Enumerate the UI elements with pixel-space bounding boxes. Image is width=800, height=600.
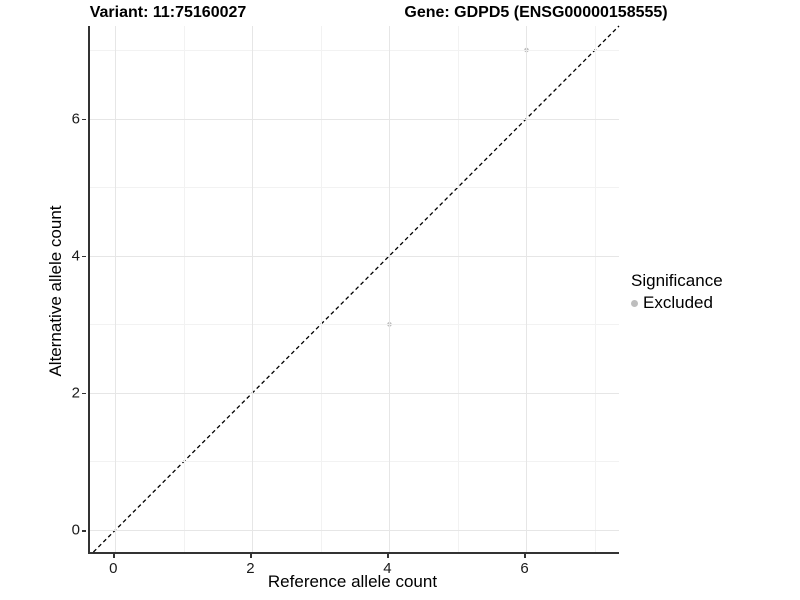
legend: Significance Excluded <box>631 271 723 313</box>
x-axis-label: Reference allele count <box>267 572 438 591</box>
x-tick-label: 4 <box>383 560 392 577</box>
gridline-x-minor <box>320 26 322 552</box>
y-tick-label: 4 <box>71 247 80 265</box>
identity-line <box>92 25 620 553</box>
y-axis-label: Alternative allele count <box>46 205 65 377</box>
point-icon <box>631 299 638 307</box>
x-tick-label: 2 <box>246 560 255 577</box>
x-axis-tick <box>387 554 389 558</box>
gridline-x-minor <box>595 26 597 552</box>
y-axis-tick <box>82 255 86 258</box>
plot-title-variant: Variant: 11:75160027 <box>89 4 247 21</box>
legend-entry-label: Excluded <box>643 293 713 312</box>
gridline-y-minor <box>90 324 619 326</box>
y-axis-tick <box>82 118 86 121</box>
gridline-x-minor <box>457 26 459 552</box>
gridline-y-minor <box>90 187 619 189</box>
x-tick-label: 0 <box>109 560 118 577</box>
gridline-y-major <box>90 118 619 120</box>
gridline-y-minor <box>90 461 619 463</box>
x-axis-tick <box>524 554 526 558</box>
x-axis-tick <box>250 554 252 558</box>
y-tick-label: 2 <box>71 384 80 402</box>
gridline-y-minor <box>90 50 619 51</box>
gridline-x-major <box>115 26 117 552</box>
y-axis-tick <box>82 530 86 532</box>
gridline-x-major <box>252 26 254 552</box>
gridline-x-major <box>389 26 391 552</box>
gridline-x-minor <box>183 26 185 552</box>
plot-title-gene: Gene: GDPD5 (ENSG00000158555) <box>404 4 668 21</box>
y-axis-tick <box>82 392 86 395</box>
plot-canvas <box>92 25 620 553</box>
gridline-y-major <box>90 255 619 257</box>
plot-panel <box>88 25 620 554</box>
x-tick-label: 6 <box>520 560 529 577</box>
legend-entry: Excluded <box>631 293 723 313</box>
legend-title: Significance <box>631 271 723 290</box>
gridline-y-major <box>90 392 619 394</box>
y-tick-label: 6 <box>71 110 80 128</box>
x-axis-tick <box>113 554 115 558</box>
y-tick-label: 0 <box>71 521 80 539</box>
gridline-y-major <box>90 530 619 532</box>
gridline-x-major <box>526 26 528 552</box>
